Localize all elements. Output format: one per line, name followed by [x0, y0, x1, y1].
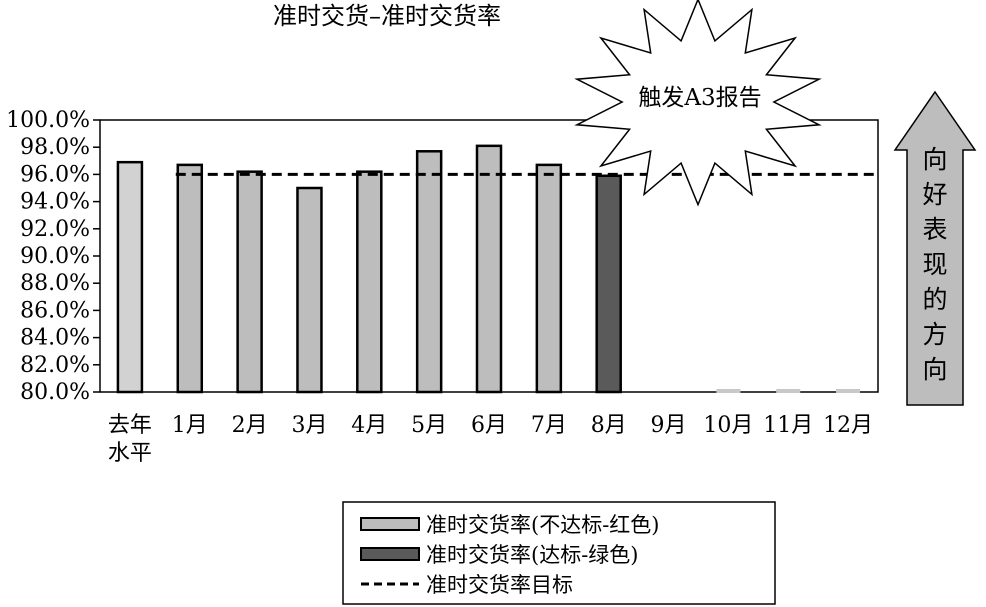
- a3-callout: 触发A3报告: [574, 0, 822, 207]
- x-tick-label: 2月: [232, 413, 268, 438]
- x-tick-label: 9月: [651, 413, 687, 438]
- legend-swatch: [360, 517, 420, 531]
- y-tick-label: 96.0%: [20, 162, 90, 187]
- x-tick-label: 水平: [108, 441, 152, 466]
- y-tick-label: 94.0%: [20, 190, 90, 215]
- bar: [776, 389, 801, 393]
- arrow-label-char: 表: [922, 215, 947, 244]
- bar: [356, 170, 383, 394]
- callout-text: 触发A3报告: [638, 85, 761, 111]
- bar: [535, 163, 563, 394]
- arrow-label-char: 向: [922, 355, 947, 384]
- bar: [595, 174, 622, 394]
- bar: [116, 160, 144, 394]
- arrow-label-char: 现: [922, 250, 947, 279]
- legend-label: 准时交货率(达标-绿色): [426, 543, 638, 567]
- x-tick-label: 12月: [823, 413, 873, 438]
- bar: [176, 163, 204, 394]
- bar: [836, 389, 861, 393]
- y-tick-label: 92.0%: [20, 217, 90, 242]
- up-arrow-icon: [893, 90, 977, 406]
- y-tick-label: 80.0%: [20, 380, 90, 405]
- y-tick-label: 86.0%: [20, 298, 90, 323]
- legend: 准时交货率(不达标-红色) 准时交货率(达标-绿色) 准时交货率目标: [342, 501, 776, 605]
- x-tick-label: 11月: [763, 413, 813, 438]
- arrow-label-char: 的: [922, 285, 947, 314]
- arrow-label-char: 好: [922, 180, 947, 209]
- y-tick-label: 84.0%: [20, 326, 90, 351]
- bar: [296, 186, 323, 394]
- x-tick-label: 3月: [291, 413, 327, 438]
- x-tick-label: 4月: [351, 413, 387, 438]
- x-tick-label: 6月: [471, 413, 507, 438]
- legend-label: 准时交货率目标: [426, 573, 573, 597]
- bar: [716, 389, 741, 393]
- x-tick-label: 7月: [531, 413, 567, 438]
- y-tick-label: 82.0%: [20, 353, 90, 378]
- y-tick-label: 88.0%: [20, 271, 90, 296]
- arrow-label-char: 向: [922, 145, 947, 174]
- bar: [236, 170, 263, 394]
- direction-arrow: 向好表现的方向: [893, 90, 977, 406]
- y-tick-label: 98.0%: [20, 135, 90, 160]
- legend-label: 准时交货率(不达标-红色): [426, 513, 659, 537]
- x-tick-label: 5月: [411, 413, 447, 438]
- x-tick-label: 去年: [108, 413, 152, 438]
- bar-series: [116, 144, 861, 394]
- arrow-label: 向好表现的方向: [922, 145, 947, 384]
- x-tick-label: 1月: [172, 413, 208, 438]
- x-tick-label: 10月: [703, 413, 753, 438]
- y-axis: 100.0%98.0%96.0% 94.0%92.0%90.0%88.0%86.0…: [6, 108, 100, 405]
- y-tick-label: 90.0%: [20, 244, 90, 269]
- y-tick-label: 100.0%: [6, 108, 90, 133]
- arrow-label-char: 方: [922, 320, 947, 349]
- bar: [475, 144, 503, 394]
- starburst-shape: [574, 0, 822, 207]
- x-tick-label: 8月: [591, 413, 627, 438]
- chart-title: 准时交货–准时交货率: [273, 2, 501, 30]
- bar: [415, 150, 443, 394]
- legend-swatch: [360, 547, 420, 561]
